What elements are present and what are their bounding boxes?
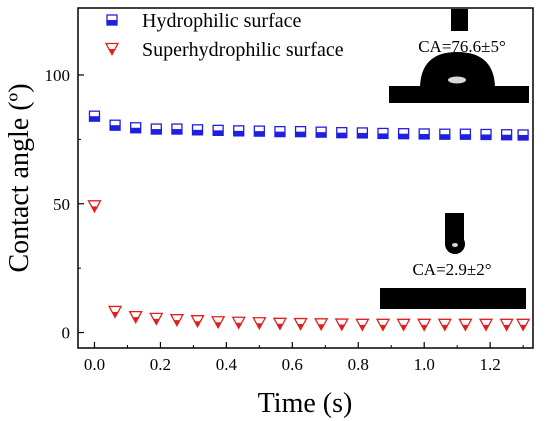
data-point-hydrophilic bbox=[397, 128, 410, 140]
x-tick-label: 0.2 bbox=[150, 355, 171, 374]
y-tick-label: 100 bbox=[45, 66, 71, 85]
data-point-superhydrophilic bbox=[190, 315, 205, 329]
hydrophilic-droplet-image bbox=[389, 9, 529, 103]
data-point-hydrophilic bbox=[171, 123, 183, 135]
data-point-superhydrophilic bbox=[231, 316, 246, 330]
y-tick-label: 0 bbox=[62, 324, 71, 343]
legend-marker-hydrophilic bbox=[106, 14, 118, 26]
data-point-superhydrophilic bbox=[417, 318, 432, 332]
data-point-hydrophilic bbox=[109, 119, 121, 131]
legend-label-hydrophilic: Hydrophilic surface bbox=[142, 10, 302, 32]
x-tick-label: 1.0 bbox=[414, 355, 435, 374]
y-axis-title: Contact angle (º) bbox=[4, 83, 35, 272]
inset-label-superhydrophilic: CA=2.9±2° bbox=[412, 260, 491, 279]
data-point-superhydrophilic bbox=[437, 318, 452, 332]
legend-label-superhydrophilic: Superhydrophilic surface bbox=[142, 39, 344, 61]
x-tick-label: 0.4 bbox=[216, 355, 238, 374]
data-point-hydrophilic bbox=[480, 128, 492, 141]
x-axis-title: Time (s) bbox=[258, 388, 353, 419]
data-point-hydrophilic bbox=[212, 124, 224, 136]
x-tick-label: 0.0 bbox=[84, 355, 105, 374]
data-point-hydrophilic bbox=[191, 124, 204, 136]
data-point-superhydrophilic bbox=[107, 305, 123, 319]
data-point-hydrophilic bbox=[439, 128, 451, 140]
data-point-superhydrophilic bbox=[314, 318, 329, 332]
data-point-superhydrophilic bbox=[272, 317, 288, 331]
data-point-superhydrophilic bbox=[499, 318, 514, 332]
data-point-hydrophilic bbox=[88, 110, 101, 122]
droplet-insets: CA=76.6±5° CA=2.9±2° bbox=[380, 9, 529, 309]
data-point-hydrophilic bbox=[418, 128, 430, 140]
data-point-hydrophilic bbox=[253, 125, 265, 137]
superhydrophilic-droplet-image bbox=[380, 213, 526, 309]
data-point-hydrophilic bbox=[459, 128, 472, 140]
data-point-hydrophilic bbox=[150, 123, 162, 135]
y-axis: 0 50 100 bbox=[45, 66, 84, 343]
plot-frame bbox=[77, 7, 534, 349]
data-point-hydrophilic bbox=[517, 129, 529, 141]
data-point-hydrophilic bbox=[377, 127, 389, 140]
data-point-superhydrophilic bbox=[149, 312, 164, 326]
data-point-superhydrophilic bbox=[355, 318, 370, 332]
data-point-superhydrophilic bbox=[128, 310, 143, 324]
x-tick-label: 0.6 bbox=[282, 355, 303, 374]
data-point-hydrophilic bbox=[274, 125, 286, 138]
inset-label-hydrophilic: CA=76.6±5° bbox=[418, 37, 506, 56]
data-point-superhydrophilic bbox=[458, 318, 473, 332]
y-tick-label: 50 bbox=[53, 195, 70, 214]
data-point-superhydrophilic bbox=[169, 314, 185, 328]
x-axis: 0.0 0.2 0.4 0.6 0.8 1.0 1.2 bbox=[84, 342, 524, 374]
data-point-hydrophilic bbox=[500, 129, 513, 141]
data-point-hydrophilic bbox=[336, 127, 348, 139]
data-point-superhydrophilic bbox=[87, 200, 102, 214]
data-point-superhydrophilic bbox=[375, 318, 391, 332]
x-tick-label: 0.8 bbox=[348, 355, 369, 374]
x-tick-label: 1.2 bbox=[480, 355, 501, 374]
legend-marker-superhydrophilic bbox=[104, 42, 120, 56]
data-point-superhydrophilic bbox=[293, 317, 308, 331]
data-markers bbox=[87, 110, 531, 332]
data-point-hydrophilic bbox=[233, 125, 245, 137]
data-point-superhydrophilic bbox=[516, 318, 531, 332]
data-point-superhydrophilic bbox=[334, 318, 349, 332]
data-point-superhydrophilic bbox=[396, 318, 411, 332]
data-point-superhydrophilic bbox=[211, 316, 226, 330]
data-point-hydrophilic bbox=[294, 125, 307, 138]
data-point-superhydrophilic bbox=[478, 318, 494, 332]
data-point-hydrophilic bbox=[130, 122, 142, 134]
legend: Hydrophilic surface Superhydrophilic sur… bbox=[104, 10, 344, 61]
data-point-hydrophilic bbox=[356, 127, 369, 139]
data-point-superhydrophilic bbox=[252, 317, 267, 331]
data-point-hydrophilic bbox=[315, 126, 327, 138]
